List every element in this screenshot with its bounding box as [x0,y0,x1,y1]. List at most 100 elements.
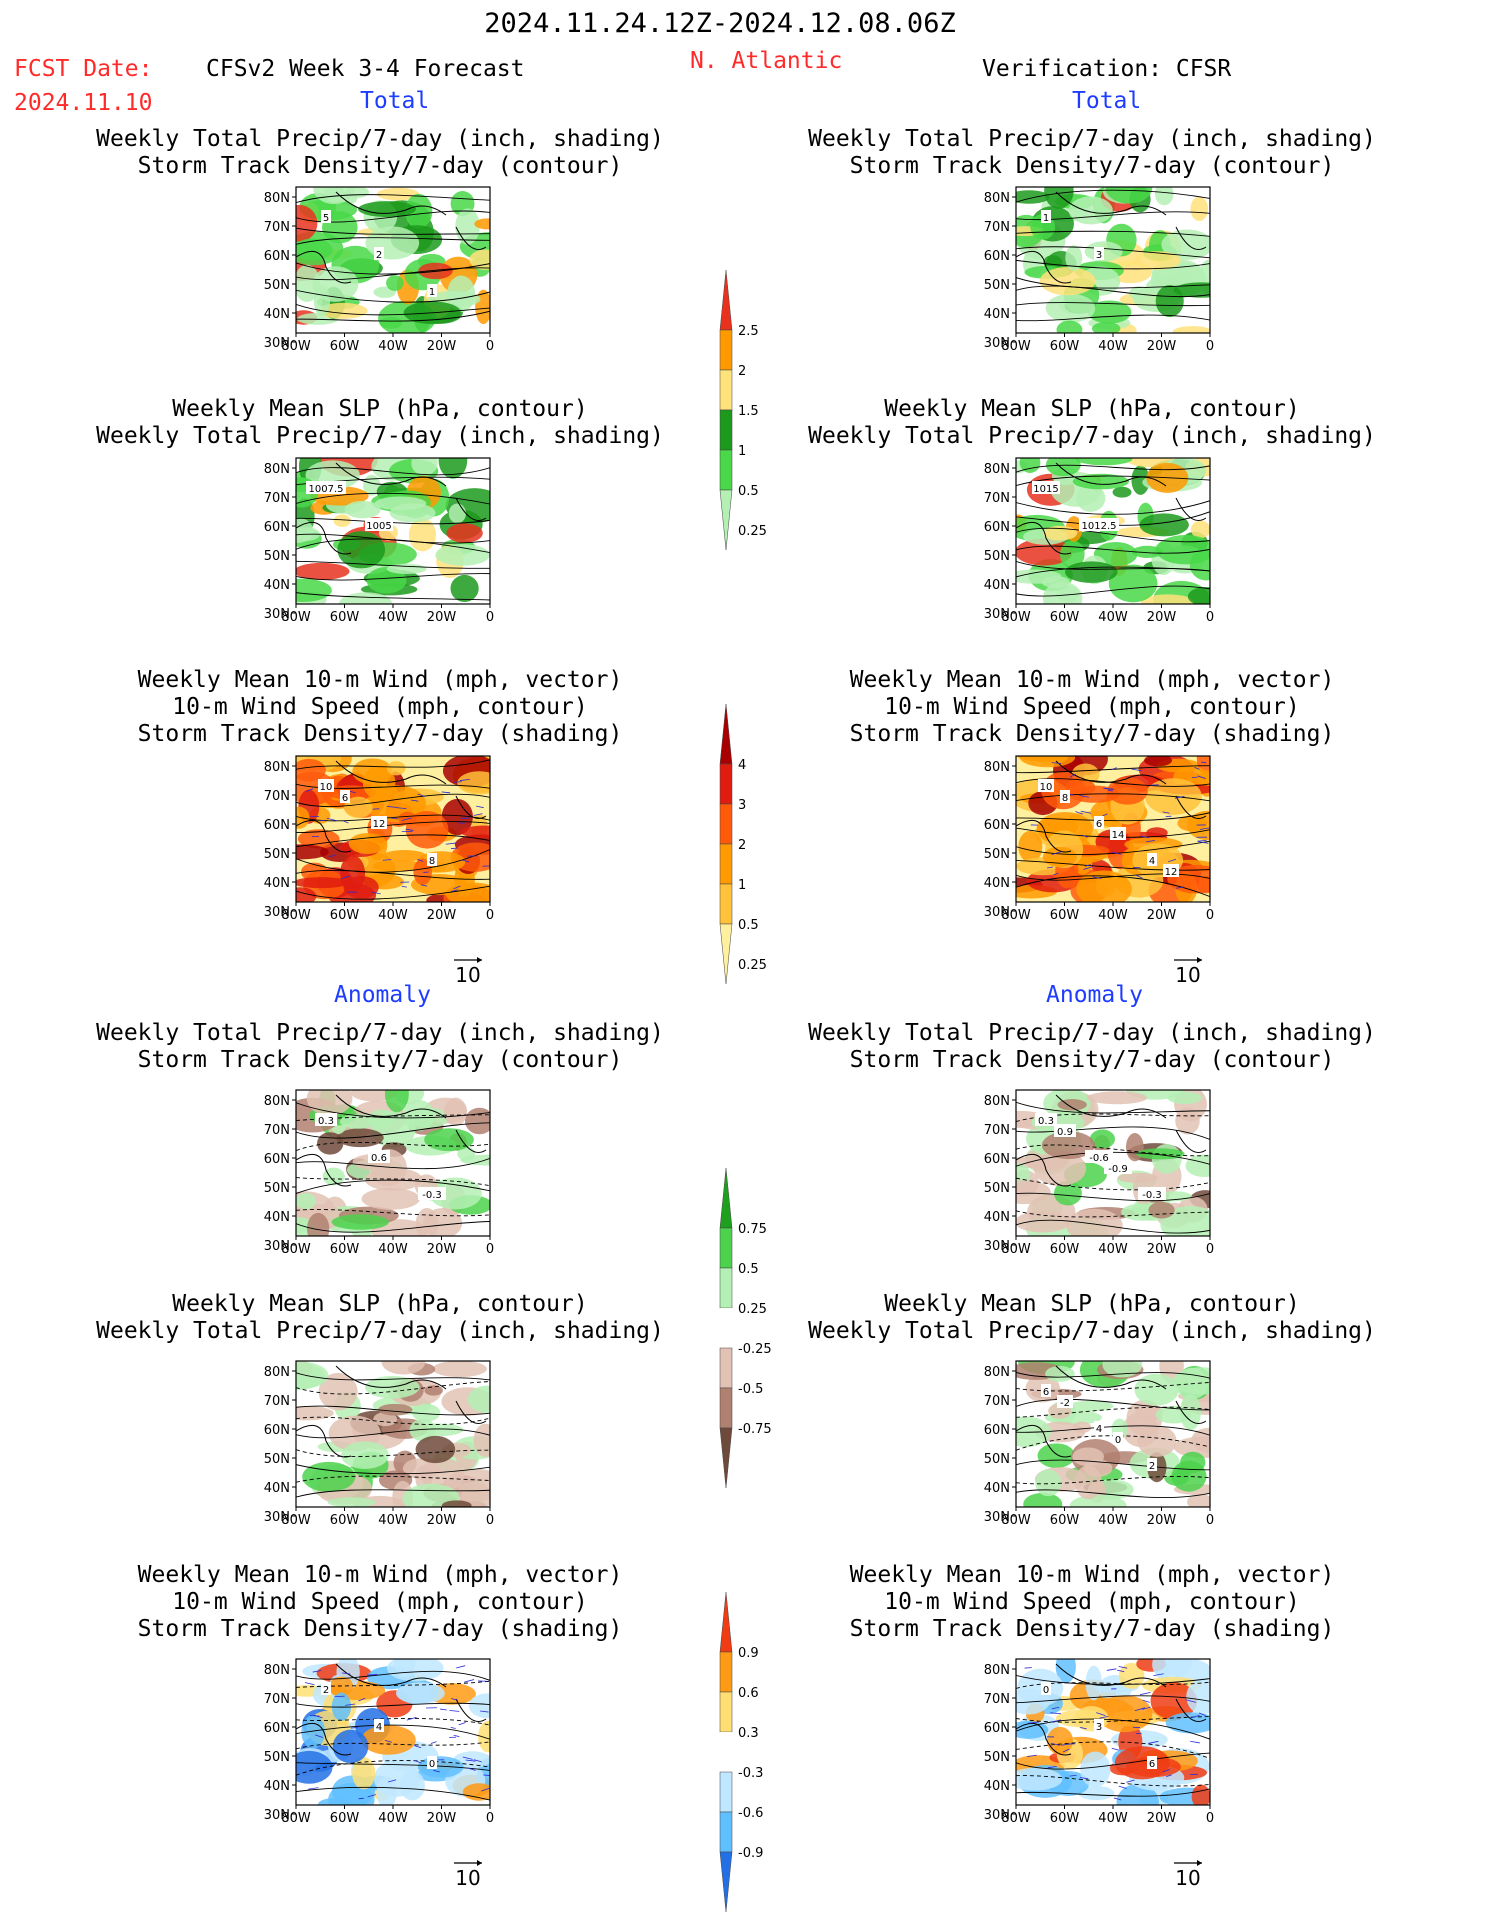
contour-line [1016,259,1210,270]
contour-line [296,310,490,322]
wind-vector [1103,787,1113,790]
contour-line [1016,1371,1210,1379]
title-line: Storm Track Density/7-day (shading) [137,721,623,747]
reference-vector-label: 10 [455,1866,480,1890]
lat-tick-label: 60N [984,1721,1010,1736]
contour-line [296,227,490,235]
shading-blob [339,592,393,604]
wind-vector [1185,1699,1197,1703]
shading-blob [1133,251,1181,270]
colorbar-segment [719,1347,733,1389]
lat-tick-label: 70N [984,491,1010,506]
contour-line [1016,778,1210,787]
wind-vector [456,1665,466,1669]
contour-line [296,1760,490,1776]
lat-tick-label: 40N [264,876,290,891]
contour-line [1016,1425,1210,1436]
lon-tick-label: 0 [1206,908,1214,923]
shading-blob [296,1405,334,1421]
title-line: Storm Track Density/7-day (contour) [849,153,1335,179]
lat-tick-label: 70N [984,1123,1010,1138]
shading-blob [1148,1201,1175,1219]
wind-vector [401,885,407,888]
shading-blob [1146,827,1168,839]
shading-blob [296,264,321,302]
wind-vector [1051,762,1062,764]
shading-blob [376,1776,397,1805]
colorbar-label: 0.6 [738,1686,759,1701]
title-line: Weekly Total Precip/7-day (inch, shading… [808,1318,1376,1344]
contour-label-box [1032,481,1060,494]
contour-label-box [1094,1719,1104,1732]
title-line: Storm Track Density/7-day (contour) [137,1047,623,1073]
section-label-total-right: Total [1072,88,1142,114]
colorbar-segment [719,1267,733,1309]
title-line: Weekly Total Precip/7-day (inch, shading… [808,126,1376,152]
contour-label: 12 [1165,867,1178,878]
lat-tick-label: 30N [264,1510,290,1525]
lat-tick-label: 50N [264,549,290,564]
shading-blob [322,1167,345,1186]
contour-line [296,1209,490,1217]
reference-vector-head [1197,957,1202,963]
contour-line [296,210,490,223]
wind-vector [1051,1706,1060,1710]
lon-tick-label: 40W [1098,1811,1128,1826]
lon-tick-label: 0 [1206,339,1214,354]
lat-tick-label: 30N [984,1239,1010,1254]
colorbar-label: 1 [738,444,746,459]
contour-line [296,1702,490,1708]
contour-line [296,1670,490,1681]
wind-vector [1197,839,1207,842]
lon-tick-label: 80W [281,610,311,625]
title-line: Weekly Total Precip/7-day (inch, shading… [808,423,1376,449]
shading-blob [296,578,332,602]
contour-label: 1 [1043,213,1049,224]
coastline [296,1365,487,1458]
wind-vector [473,1759,482,1763]
contour-label-box [1057,1395,1073,1408]
shading-blob [344,500,381,519]
shading-blob [1144,756,1173,767]
colorbar-segment [719,1387,733,1429]
wind-vector [395,807,407,810]
contour-line [296,759,490,770]
colorbar-segment [719,843,733,885]
shading-blob [372,860,425,872]
wind-vector [430,1741,437,1744]
wind-vector [480,1710,489,1713]
contour-line [1016,302,1210,307]
wind-vector [1162,1769,1170,1773]
wind-vector [1111,1747,1120,1751]
contour-line [296,1122,490,1139]
contour-line [1016,1398,1210,1411]
lat-tick-label: 70N [264,789,290,804]
contour-label: 2 [376,250,382,261]
shading-blob [1078,1786,1115,1801]
shading-blob [318,302,368,319]
coastline [296,191,487,284]
shading-blob [1112,486,1132,498]
lat-tick-label: 50N [264,1452,290,1467]
wind-vector [386,806,397,808]
colorbar-label: 3 [738,798,746,813]
shading-blob [1093,541,1138,567]
wind-vector [461,859,470,863]
lon-tick-label: 80W [1001,1513,1031,1528]
contour-label: 14 [1112,830,1125,841]
date-range-title: 2024.11.24.12Z-2024.12.08.06Z [484,8,956,39]
lat-tick-label: 80N [264,1365,290,1380]
contour-line [296,1449,490,1458]
shading-blob [1134,1373,1179,1406]
shading-blob [399,1770,425,1801]
contour-label-box [427,284,437,297]
colorbar-label: 1 [738,878,746,893]
contour-line [1016,1674,1210,1685]
contour-line [296,194,490,204]
contour-label: 1005 [366,521,391,532]
shading-blob [1190,520,1210,539]
colorbar-label: 0.5 [738,918,759,933]
shading-blob [448,503,466,524]
contour-label: 3 [1096,1722,1102,1733]
lat-tick-label: 60N [264,249,290,264]
